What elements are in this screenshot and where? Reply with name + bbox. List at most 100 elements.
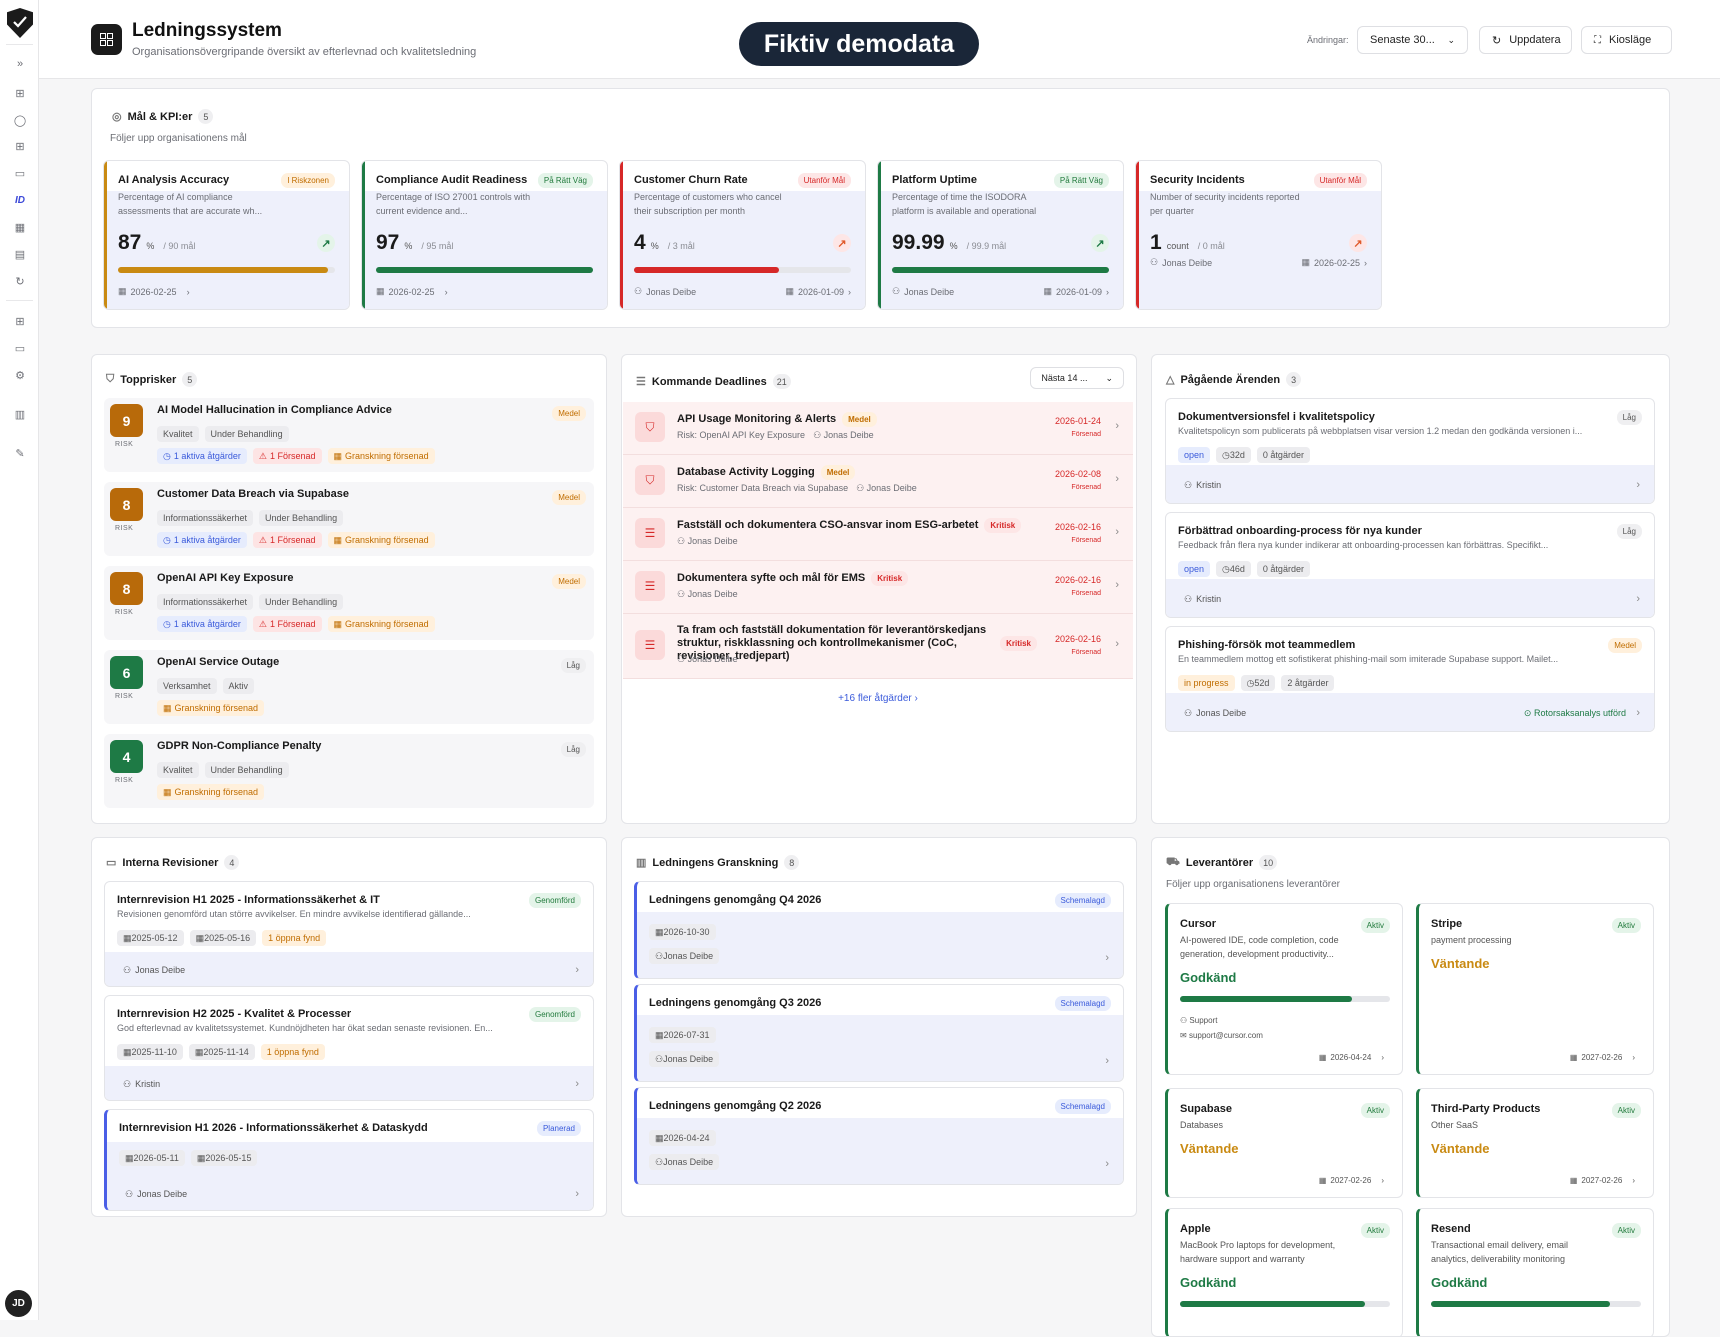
case-actions: 0 åtgärder xyxy=(1256,447,1310,463)
kpi-date[interactable]: ▦ 2026-01-09 › xyxy=(1043,286,1109,297)
kpi-card[interactable]: AI Analysis Accuracy Percentage of AI com… xyxy=(103,160,350,310)
kpi-title: Platform Uptime xyxy=(892,174,977,186)
clipboard-icon[interactable]: ▭ xyxy=(14,167,26,180)
kpi-date-value: 2026-02-25 xyxy=(130,286,177,297)
deadlines-header: ☰ Kommande Deadlines 21 xyxy=(636,374,791,389)
clock-icon: ◷ xyxy=(1222,563,1230,574)
shield-icon: ⛉ xyxy=(635,412,665,442)
shield-icon: ⛉ xyxy=(635,465,665,495)
case-age: ◷ 52d xyxy=(1240,675,1276,691)
review-date-value: 2026-10-30 xyxy=(663,927,710,937)
kpi-date[interactable]: ▦ 2026-02-25 › xyxy=(118,286,190,297)
deadline-range-select[interactable]: Nästa 14 ... ⌄ xyxy=(1030,367,1124,389)
case-owner: ⚇ Jonas Deibe xyxy=(1184,708,1246,719)
risk-tag: Under Behandling xyxy=(259,594,344,610)
supplier-card[interactable]: Stripe payment processing Aktiv Väntande ▦ 20… xyxy=(1416,903,1654,1075)
audit-title: Internrevision H1 2025 - Informationssäk… xyxy=(117,894,380,906)
audit-item[interactable]: Internrevision H2 2025 - Kvalitet & Proc… xyxy=(104,995,594,1101)
risk-item[interactable]: 6 RISK OpenAI Service Outage Låg Verksamhet A… xyxy=(104,650,594,724)
review-item[interactable]: Ledningens genomgång Q4 2026 Schemalagd ▦ … xyxy=(634,881,1124,979)
more-actions-link[interactable]: +16 fler åtgärder › xyxy=(622,693,1134,704)
kpi-card[interactable]: Customer Churn Rate Percentage of custome… xyxy=(619,160,866,310)
expand-icon[interactable]: » xyxy=(16,58,24,70)
suppliers-header: ⛟ Leverantörer 10 xyxy=(1166,855,1278,870)
id-icon[interactable]: ID xyxy=(15,194,25,206)
supplier-card[interactable]: Cursor AI-powered IDE, code completion, c… xyxy=(1165,903,1403,1075)
risk-item[interactable]: 4 RISK GDPR Non-Compliance Penalty Låg Kvali… xyxy=(104,734,594,808)
trend-up-icon: ↗ xyxy=(1091,234,1109,252)
case-item[interactable]: Förbättrad onboarding-process för nya ku… xyxy=(1165,512,1655,618)
apps-icon[interactable]: ⊞ xyxy=(15,315,25,328)
kpi-status-badge: På Rätt Väg xyxy=(537,173,593,188)
kpi-card[interactable]: Compliance Audit Readiness Percentage of … xyxy=(361,160,608,310)
kpi-date[interactable]: ▦ 2026-02-25 › xyxy=(1301,257,1367,268)
supplier-card[interactable]: Third-Party Products Other SaaS Aktiv Vänta… xyxy=(1416,1088,1654,1198)
chart-icon[interactable]: ▥ xyxy=(14,408,26,421)
case-status: open xyxy=(1178,447,1211,463)
risk-chip: ▦ Granskning försenad xyxy=(327,616,435,632)
supplier-approval: Väntande xyxy=(1431,956,1490,971)
kpi-status-badge: Utanför Mål xyxy=(797,173,851,188)
calendar-icon: ▦ xyxy=(123,932,132,943)
audit-item[interactable]: Internrevision H1 2026 - Informationssäk… xyxy=(104,1109,594,1211)
user-icon: ⚇ xyxy=(1180,1016,1190,1025)
supplier-description: Databases xyxy=(1180,1120,1224,1130)
risk-item[interactable]: 8 RISK Customer Data Breach via Supabase Me… xyxy=(104,482,594,556)
truck-icon[interactable]: ▭ xyxy=(14,342,26,355)
supplier-card[interactable]: Apple MacBook Pro laptops for development… xyxy=(1165,1208,1403,1336)
deadline-item[interactable]: ☰ Ta fram och fastställ dokumentation för… xyxy=(623,614,1133,679)
avatar[interactable]: JD xyxy=(5,1290,32,1317)
audit-title: Internrevision H2 2025 - Kvalitet & Proc… xyxy=(117,1008,352,1020)
risk-chip: ▦ Granskning försenad xyxy=(157,784,265,800)
case-item[interactable]: Phishing-försök mot teammedlem En teammed… xyxy=(1165,626,1655,732)
review-item[interactable]: Ledningens genomgång Q2 2026 Schemalagd ▦ … xyxy=(634,1087,1124,1185)
tools-icon[interactable]: ✎ xyxy=(15,447,25,460)
audit-date: ▦ 2025-05-16 xyxy=(189,930,257,946)
case-status: open xyxy=(1178,561,1211,577)
deadline-item[interactable]: ⛉ API Usage Monitoring & Alerts Medel Risk:… xyxy=(623,402,1133,455)
risk-chip: ▦ Granskning försenad xyxy=(157,700,265,716)
supplier-card[interactable]: Supabase Databases Aktiv Väntande ▦ 2027-02-2… xyxy=(1165,1088,1403,1198)
supplier-card[interactable]: Resend Transactional email delivery, emai… xyxy=(1416,1208,1654,1336)
risk-chips: ◷ 1 aktiva åtgärder ⚠ 1 Försenad ▦ Granskning… xyxy=(157,532,435,548)
audit-item[interactable]: Internrevision H1 2025 - Informationssäk… xyxy=(104,881,594,987)
dashboard-icon[interactable]: ⊞ xyxy=(15,87,25,100)
deadline-meta: ⚇ Jonas Deibe xyxy=(677,589,738,600)
calendar-icon[interactable]: ▦ xyxy=(14,221,26,234)
risk-item[interactable]: 9 RISK AI Model Hallucination in Complianc… xyxy=(104,398,594,472)
case-age-value: 46d xyxy=(1229,564,1245,574)
kiosk-mode-button[interactable]: ⛶ Kiosläge xyxy=(1581,26,1672,54)
top-risks-count: 5 xyxy=(182,372,198,387)
deadline-item[interactable]: ⛉ Database Activity Logging Medel Risk: Cus… xyxy=(623,455,1133,508)
refresh-button[interactable]: ↻ Uppdatera xyxy=(1479,26,1572,54)
cases-count: 3 xyxy=(1286,372,1302,387)
case-item[interactable]: Dokumentversionsfel i kvalitetspolicy Kva… xyxy=(1165,398,1655,504)
supplier-email: ✉ support@cursor.com xyxy=(1180,1031,1263,1040)
settings-icon[interactable]: ⚙ xyxy=(15,369,25,382)
kpi-card[interactable]: Security Incidents Number of security inc… xyxy=(1135,160,1382,310)
calendar-icon: ▦ xyxy=(1301,257,1310,267)
review-item[interactable]: Ledningens genomgång Q3 2026 Schemalagd ▦ … xyxy=(634,984,1124,1082)
risk-item[interactable]: 8 RISK OpenAI API Key Exposure Medel Informa… xyxy=(104,566,594,640)
kiosk-label: Kiosläge xyxy=(1609,34,1652,46)
app-logo[interactable] xyxy=(7,8,33,38)
kpi-date[interactable]: ▦ 2026-01-09 › xyxy=(785,286,851,297)
deadlines-title: Kommande Deadlines xyxy=(651,375,767,388)
deadline-item[interactable]: ☰ Dokumentera syfte och mål för EMS Kritis… xyxy=(623,561,1133,614)
risk-chip: ◷ 1 aktiva åtgärder xyxy=(157,448,247,464)
chat-icon[interactable]: ◯ xyxy=(13,114,27,127)
chevron-right-icon: › xyxy=(1381,1053,1384,1062)
kpi-card[interactable]: Platform Uptime Percentage of time the IS… xyxy=(877,160,1124,310)
supplier-name: Supabase xyxy=(1180,1103,1232,1115)
documents-icon[interactable]: ▤ xyxy=(14,248,26,261)
user-icon: ⚇ xyxy=(125,1189,134,1199)
refresh-icon[interactable]: ↻ xyxy=(15,275,25,288)
list-icon: ☰ xyxy=(636,376,646,388)
period-select[interactable]: Senaste 30... ⌄ xyxy=(1357,26,1468,54)
deadline-item[interactable]: ☰ Fastställ och dokumentera CSO-ansvar in… xyxy=(623,508,1133,561)
audit-date-value: 2025-11-14 xyxy=(203,1047,249,1057)
grid-icon[interactable]: ⊞ xyxy=(15,140,25,153)
deadline-owner-name: Jonas Deibe xyxy=(823,430,874,440)
trend-up-icon: ↗ xyxy=(317,234,335,252)
kpi-date[interactable]: ▦ 2026-02-25 › xyxy=(376,286,448,297)
